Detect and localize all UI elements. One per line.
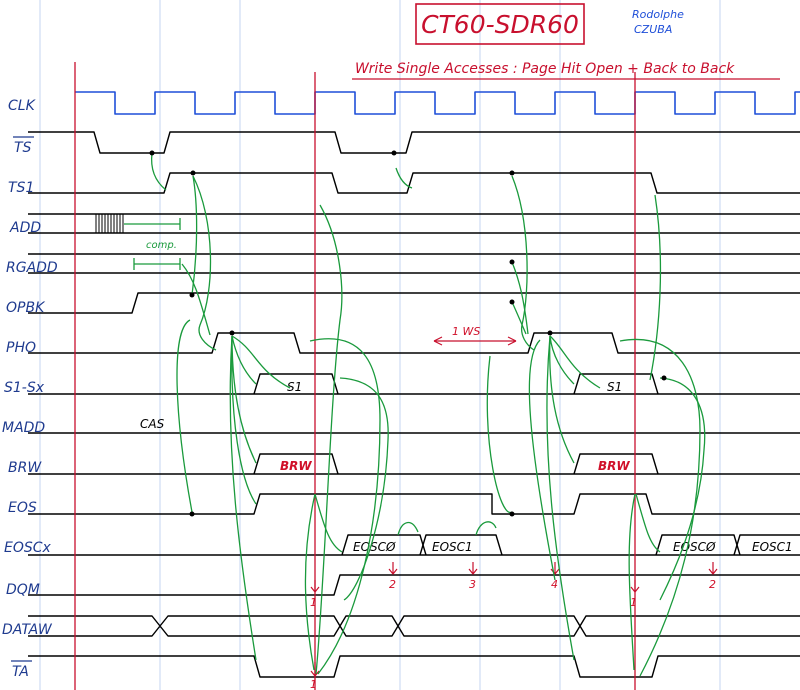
step-number-3: 3 — [469, 578, 476, 591]
label-add: ADD — [9, 220, 41, 236]
signal-labels: CLK TS TS1 ADD RGADD OPBK PHO S1-Sx MADD… — [2, 98, 58, 680]
wait-state-marker — [433, 336, 517, 346]
label-ts1: TS1 — [8, 180, 34, 196]
diagram-subtitle: Write Single Accesses : Page Hit Open + … — [355, 61, 735, 77]
label-rgadd: RGADD — [6, 260, 58, 276]
rgadd-waveform — [28, 253, 800, 274]
dataw-waveform — [28, 615, 800, 637]
title-box — [415, 3, 585, 45]
ts-waveform — [28, 131, 800, 154]
label-dataw: DATAW — [2, 622, 53, 638]
wait-state-label: 1 WS — [452, 325, 480, 338]
add-waveform — [28, 213, 800, 234]
eosc0-label-a: EOSCØ — [353, 540, 396, 554]
brw-state-label-b: BRW — [598, 459, 630, 473]
opbk-waveform — [28, 292, 800, 314]
label-dqm: DQM — [6, 582, 40, 598]
comp-note: comp. — [146, 240, 177, 251]
step-number-4: 4 — [551, 578, 558, 591]
clk-waveform — [75, 91, 800, 115]
dqm-step-markers — [310, 562, 718, 677]
step-number-2a: 2 — [389, 578, 396, 591]
step-number-1a: 1 — [310, 596, 317, 609]
causality-arrows-first — [150, 152, 497, 675]
label-opbk: OPBK — [6, 300, 46, 316]
label-clk: CLK — [8, 98, 37, 114]
eosc1-label-b: EOSC1 — [752, 540, 793, 554]
label-pho: PHO — [6, 340, 36, 356]
grid-lines — [39, 0, 721, 690]
step-number-1c: 1 — [310, 678, 317, 690]
dqm-waveform — [28, 574, 800, 596]
brw-waveform — [28, 453, 800, 475]
label-eoscx: EOSCx — [4, 540, 52, 556]
step-number-1b: 1 — [630, 596, 637, 609]
author-last-name: CZUBA — [634, 23, 672, 36]
ts1-waveform — [28, 172, 800, 194]
label-madd: MADD — [2, 420, 45, 436]
eoscx-waveform — [28, 534, 800, 556]
diagram-title: CT60-SDR60 — [421, 10, 579, 39]
step-number-2b: 2 — [709, 578, 716, 591]
label-brw: BRW — [8, 460, 42, 476]
s1-state-label-b: S1 — [607, 380, 622, 394]
causality-arrows-second — [486, 175, 706, 677]
pho-waveform — [28, 332, 800, 354]
brw-state-label-a: BRW — [280, 459, 312, 473]
junction-dots — [149, 150, 667, 517]
s1-sx-waveform — [28, 373, 800, 395]
author-first-name: Rodolphe — [632, 8, 684, 21]
eos-waveform — [28, 493, 800, 515]
eosc0-label-b: EOSCØ — [673, 540, 716, 554]
s1-state-label-a: S1 — [287, 380, 302, 394]
label-eos: EOS — [8, 500, 37, 516]
label-s1-sx: S1-Sx — [4, 380, 45, 396]
label-ts: TS — [14, 140, 32, 156]
cas-note: CAS — [140, 417, 165, 431]
ta-waveform — [28, 655, 800, 678]
label-ta: TA — [12, 664, 29, 680]
eosc1-label-a: EOSC1 — [432, 540, 473, 554]
